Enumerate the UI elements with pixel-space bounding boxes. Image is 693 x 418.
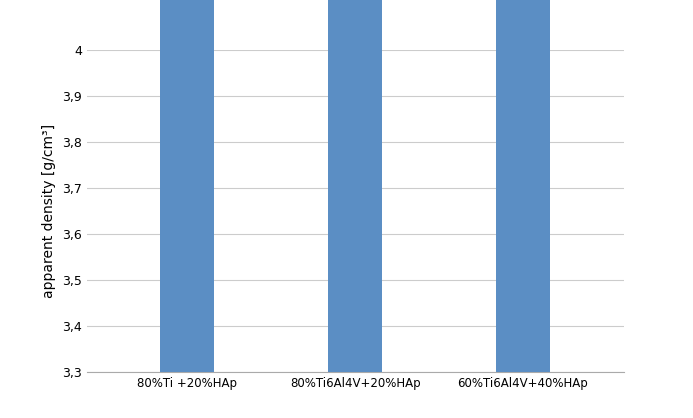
Y-axis label: apparent density [g/cm³]: apparent density [g/cm³] (42, 124, 56, 298)
Bar (328, 0, 382, 372)
Bar (161, 0, 214, 372)
Bar (496, 0, 550, 372)
